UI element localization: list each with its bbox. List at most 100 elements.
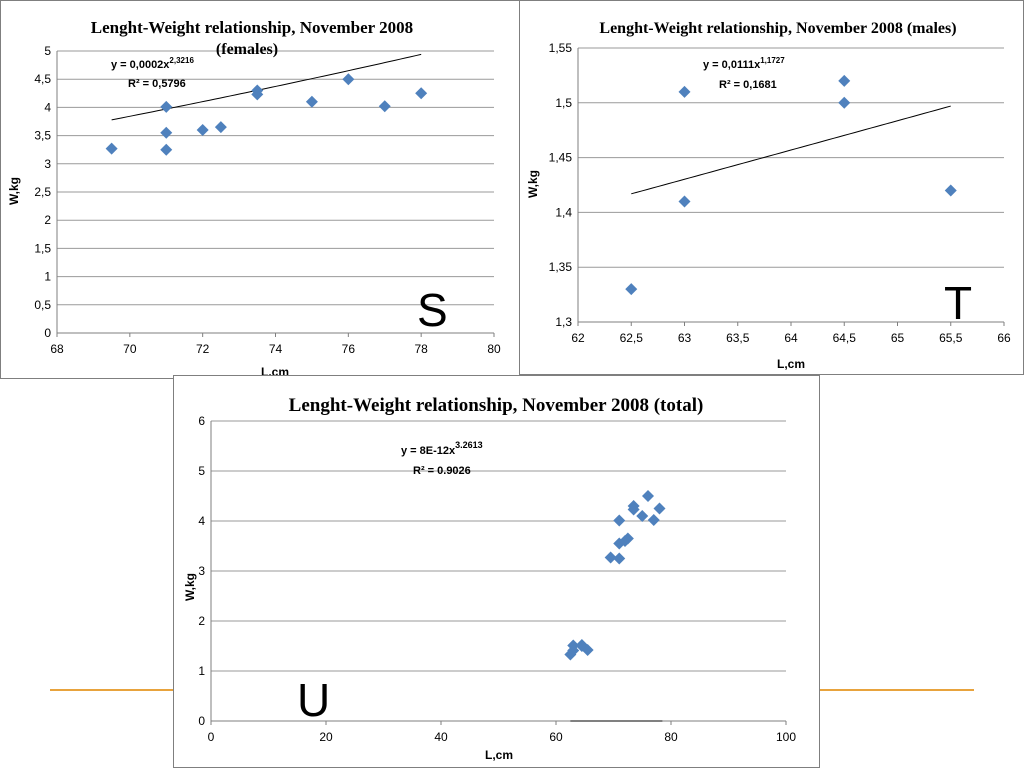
data-point	[636, 510, 649, 522]
y-tick-label: 5	[44, 44, 51, 58]
y-tick-label: 1,45	[549, 151, 573, 165]
y-axis-label: W,kg	[7, 177, 21, 205]
y-tick-label: 2	[44, 213, 51, 227]
panel-letter: S	[417, 284, 448, 336]
chart-title: Lenght-Weight relationship, November 200…	[599, 20, 956, 37]
data-point	[838, 96, 851, 109]
data-point	[613, 552, 626, 565]
x-tick-label: 65	[891, 331, 905, 345]
trendline-equation: y = 0,0002x2,3216	[111, 56, 194, 71]
data-point	[105, 142, 118, 155]
x-tick-label: 80	[664, 730, 678, 744]
y-tick-label: 1,5	[34, 241, 51, 255]
data-point	[305, 95, 318, 108]
data-point	[838, 74, 851, 87]
x-tick-label: 74	[269, 342, 283, 356]
females-chart: 0 0,5 1 1,5 2 2,5 3 3,5 4 4,5 5 68 70 72 74 76 78 80 Leng…	[7, 18, 501, 377]
x-tick-label: 70	[123, 342, 137, 356]
x-tick-label: 0	[208, 730, 215, 744]
equation-exponent: 3.2613	[455, 440, 483, 450]
trendline-equation: y = 8E-12x3.2613	[401, 440, 483, 457]
data-point	[621, 532, 634, 545]
x-tick-label: 72	[196, 342, 210, 356]
data-point	[251, 88, 264, 101]
panel-letter: U	[297, 674, 330, 726]
x-tick-label: 76	[342, 342, 356, 356]
data-point	[160, 143, 173, 156]
x-tick-label: 20	[319, 730, 333, 744]
equation-base: y = 0,0111x	[703, 59, 761, 71]
data-point	[196, 123, 209, 136]
data-point	[625, 283, 638, 296]
x-tick-label: 62	[571, 331, 585, 345]
equation-base: y = 0,0002x	[111, 59, 170, 71]
x-axis-label: L,cm	[485, 748, 513, 762]
y-tick-label: 1,4	[555, 205, 572, 219]
y-tick-label: 0,5	[34, 298, 51, 312]
y-tick-label: 4	[44, 100, 51, 114]
x-tick-label: 78	[414, 342, 428, 356]
y-tick-label: 1,55	[549, 41, 573, 55]
y-tick-label: 4,5	[34, 72, 51, 86]
y-tick-label: 1,5	[555, 96, 572, 110]
x-tick-label: 100	[776, 730, 796, 744]
x-tick-label: 65,5	[939, 331, 963, 345]
data-point	[214, 121, 227, 134]
data-point	[581, 644, 594, 656]
chart-panel-males: 1,3 1,35 1,4 1,45 1,5 1,55 62 62,5 63 63,5 64 64,5 6…	[519, 0, 1024, 375]
x-tick-label: 68	[50, 342, 64, 356]
chart-panel-females: 0 0,5 1 1,5 2 2,5 3 3,5 4 4,5 5 68 70 72 74 76 78 80 Leng…	[0, 0, 521, 379]
y-tick-label: 3,5	[34, 129, 51, 143]
data-point	[415, 87, 428, 100]
y-tick-label: 0	[198, 714, 205, 728]
x-tick-label: 62,5	[620, 331, 644, 345]
x-tick-label: 80	[487, 342, 501, 356]
data-point	[613, 514, 626, 527]
chart-title: Lenght-Weight relationship, November 200…	[91, 18, 413, 37]
data-point	[647, 514, 660, 526]
x-axis-label: L,cm	[777, 357, 805, 371]
data-point	[678, 85, 691, 98]
r-squared: R² = 0,5796	[128, 78, 186, 90]
equation-base: y = 8E-12x	[401, 445, 456, 457]
y-tick-label: 6	[198, 414, 205, 428]
data-point	[604, 551, 617, 564]
data-point	[160, 126, 173, 139]
males-chart: 1,3 1,35 1,4 1,45 1,5 1,55 62 62,5 63 63,5 64 64,5 6…	[526, 20, 1011, 371]
data-point	[342, 73, 355, 86]
y-tick-label: 1,35	[549, 260, 573, 274]
x-tick-label: 63,5	[726, 331, 750, 345]
data-point	[944, 184, 957, 197]
data-point	[160, 100, 173, 113]
y-tick-label: 3	[198, 564, 205, 578]
x-tick-label: 60	[549, 730, 563, 744]
y-axis-label: W,kg	[183, 573, 197, 601]
equation-exponent: 1,1727	[760, 56, 785, 65]
data-point	[567, 644, 580, 657]
y-tick-label: 0	[44, 326, 51, 340]
y-tick-label: 2,5	[34, 185, 51, 199]
chart-title: Lenght-Weight relationship, November 200…	[289, 395, 704, 416]
x-tick-label: 64	[784, 331, 798, 345]
x-axis-label: L,cm	[261, 365, 289, 377]
y-tick-label: 3	[44, 157, 51, 171]
trendline	[631, 105, 951, 195]
x-tick-label: 66	[997, 331, 1011, 345]
y-tick-label: 1	[44, 270, 51, 284]
chart-subtitle: (females)	[216, 41, 278, 58]
data-point	[653, 502, 666, 515]
y-tick-label: 2	[198, 614, 205, 628]
y-tick-label: 1,3	[555, 315, 572, 329]
x-tick-label: 64,5	[833, 331, 857, 345]
x-tick-label: 40	[434, 730, 448, 744]
r-squared: R² = 0,1681	[719, 79, 777, 91]
y-axis-label: W,kg	[526, 170, 540, 198]
x-tick-label: 63	[678, 331, 692, 345]
r-squared: R² = 0.9026	[413, 465, 471, 477]
y-tick-label: 1	[198, 664, 205, 678]
data-point	[627, 503, 640, 516]
trendline-equation: y = 0,0111x1,1727	[703, 56, 785, 71]
equation-exponent: 2,3216	[169, 56, 194, 65]
data-point	[642, 490, 654, 502]
